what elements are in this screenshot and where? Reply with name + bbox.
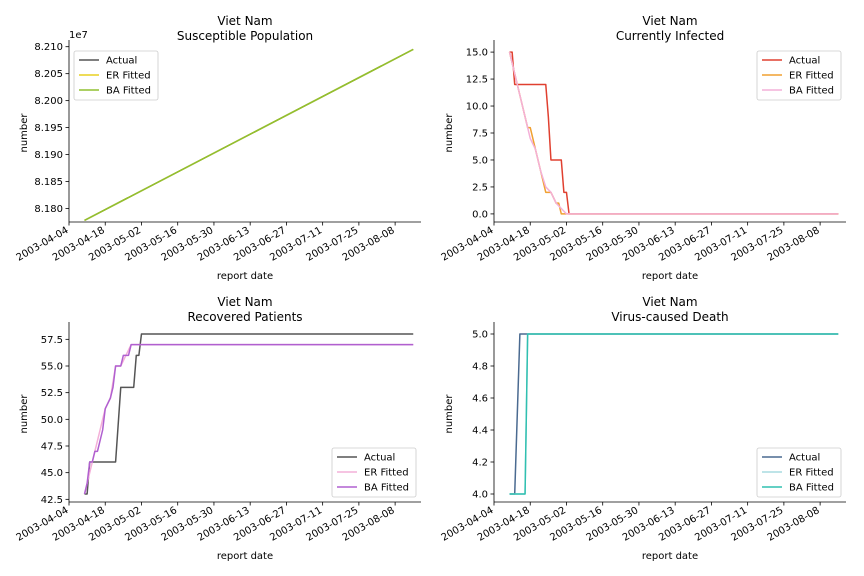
legend-box	[331, 447, 417, 498]
y-tick-label: 8.180	[34, 204, 63, 215]
legend: Actual ER Fitted BA Fitted	[331, 447, 417, 498]
y-tick-label: 8.185	[34, 177, 63, 188]
legend-label: Actual	[364, 453, 395, 464]
chart-title: Viet Nam	[642, 295, 697, 309]
y-tick-label: 7.5	[472, 129, 488, 140]
legend-label: Actual	[106, 56, 137, 67]
y-tick-label: 8.195	[34, 123, 63, 134]
y-tick-label: 42.5	[41, 495, 63, 506]
y-tick-label: 8.210	[34, 42, 63, 53]
y-axis-label: number	[19, 113, 30, 153]
legend-label: BA Fitted	[364, 483, 409, 494]
y-tick-label: 47.5	[41, 442, 63, 453]
y-tick-label: 4.0	[472, 490, 488, 501]
chart-subtitle: Virus-caused Death	[611, 310, 728, 324]
y-tick-label: 15.0	[466, 48, 488, 59]
y-tick-label: 52.5	[41, 388, 63, 399]
y-tick-label: 55.0	[41, 362, 63, 373]
series-line-ba-fitted	[508, 51, 839, 215]
y-tick-label: 0.0	[472, 209, 488, 220]
x-axis-label: report date	[642, 271, 698, 282]
y-axis-multiplier: 1e7	[69, 30, 88, 41]
y-tick-label: 5.0	[472, 155, 488, 166]
legend-label: BA Fitted	[789, 483, 834, 494]
y-tick-label: 8.200	[34, 96, 63, 107]
legend-label: ER Fitted	[106, 71, 151, 82]
series-line-ba-fitted	[83, 343, 414, 495]
y-axis-label: number	[444, 113, 455, 153]
series-line-ba-fitted	[509, 333, 839, 495]
y-tick-label: 12.5	[466, 75, 488, 86]
series-line-actual	[509, 51, 839, 215]
series-line-ba-fitted	[84, 48, 414, 222]
chart-subtitle: Recovered Patients	[187, 310, 302, 324]
legend-label: ER Fitted	[789, 71, 834, 82]
legend-label: ER Fitted	[364, 468, 409, 479]
chart-title: Viet Nam	[217, 295, 272, 309]
y-tick-label: 10.0	[466, 102, 488, 113]
legend-label: Actual	[789, 453, 820, 464]
y-tick-label: 4.8	[472, 362, 488, 373]
chart-title: Viet Nam	[642, 14, 697, 28]
chart-title: Viet Nam	[217, 14, 272, 28]
legend: Actual ER Fitted BA Fitted	[756, 50, 842, 101]
y-tick-label: 8.205	[34, 69, 63, 80]
y-tick-label: 4.4	[472, 426, 488, 437]
y-axis-label: number	[19, 394, 30, 434]
y-tick-label: 4.2	[472, 458, 488, 469]
legend: Actual ER Fitted BA Fitted	[73, 50, 159, 101]
y-tick-label: 8.190	[34, 150, 63, 161]
chart-subtitle: Susceptible Population	[177, 29, 313, 43]
legend-label: BA Fitted	[106, 86, 151, 97]
legend-label: Actual	[789, 56, 820, 67]
legend-box	[756, 447, 842, 498]
y-tick-label: 50.0	[41, 415, 63, 426]
y-tick-label: 2.5	[472, 182, 488, 193]
x-axis-label: report date	[217, 551, 273, 562]
y-tick-label: 57.5	[41, 335, 63, 346]
y-axis-label: number	[444, 394, 455, 434]
y-tick-label: 45.0	[41, 468, 63, 479]
legend: Actual ER Fitted BA Fitted	[756, 447, 842, 498]
x-axis-label: report date	[217, 271, 273, 282]
legend-label: ER Fitted	[789, 468, 834, 479]
legend-label: BA Fitted	[789, 86, 834, 97]
y-tick-label: 4.6	[472, 394, 488, 405]
legend-box	[756, 50, 842, 101]
legend-box	[73, 50, 159, 101]
x-axis-label: report date	[642, 551, 698, 562]
y-tick-label: 5.0	[472, 330, 488, 341]
chart-subtitle: Currently Infected	[616, 29, 724, 43]
